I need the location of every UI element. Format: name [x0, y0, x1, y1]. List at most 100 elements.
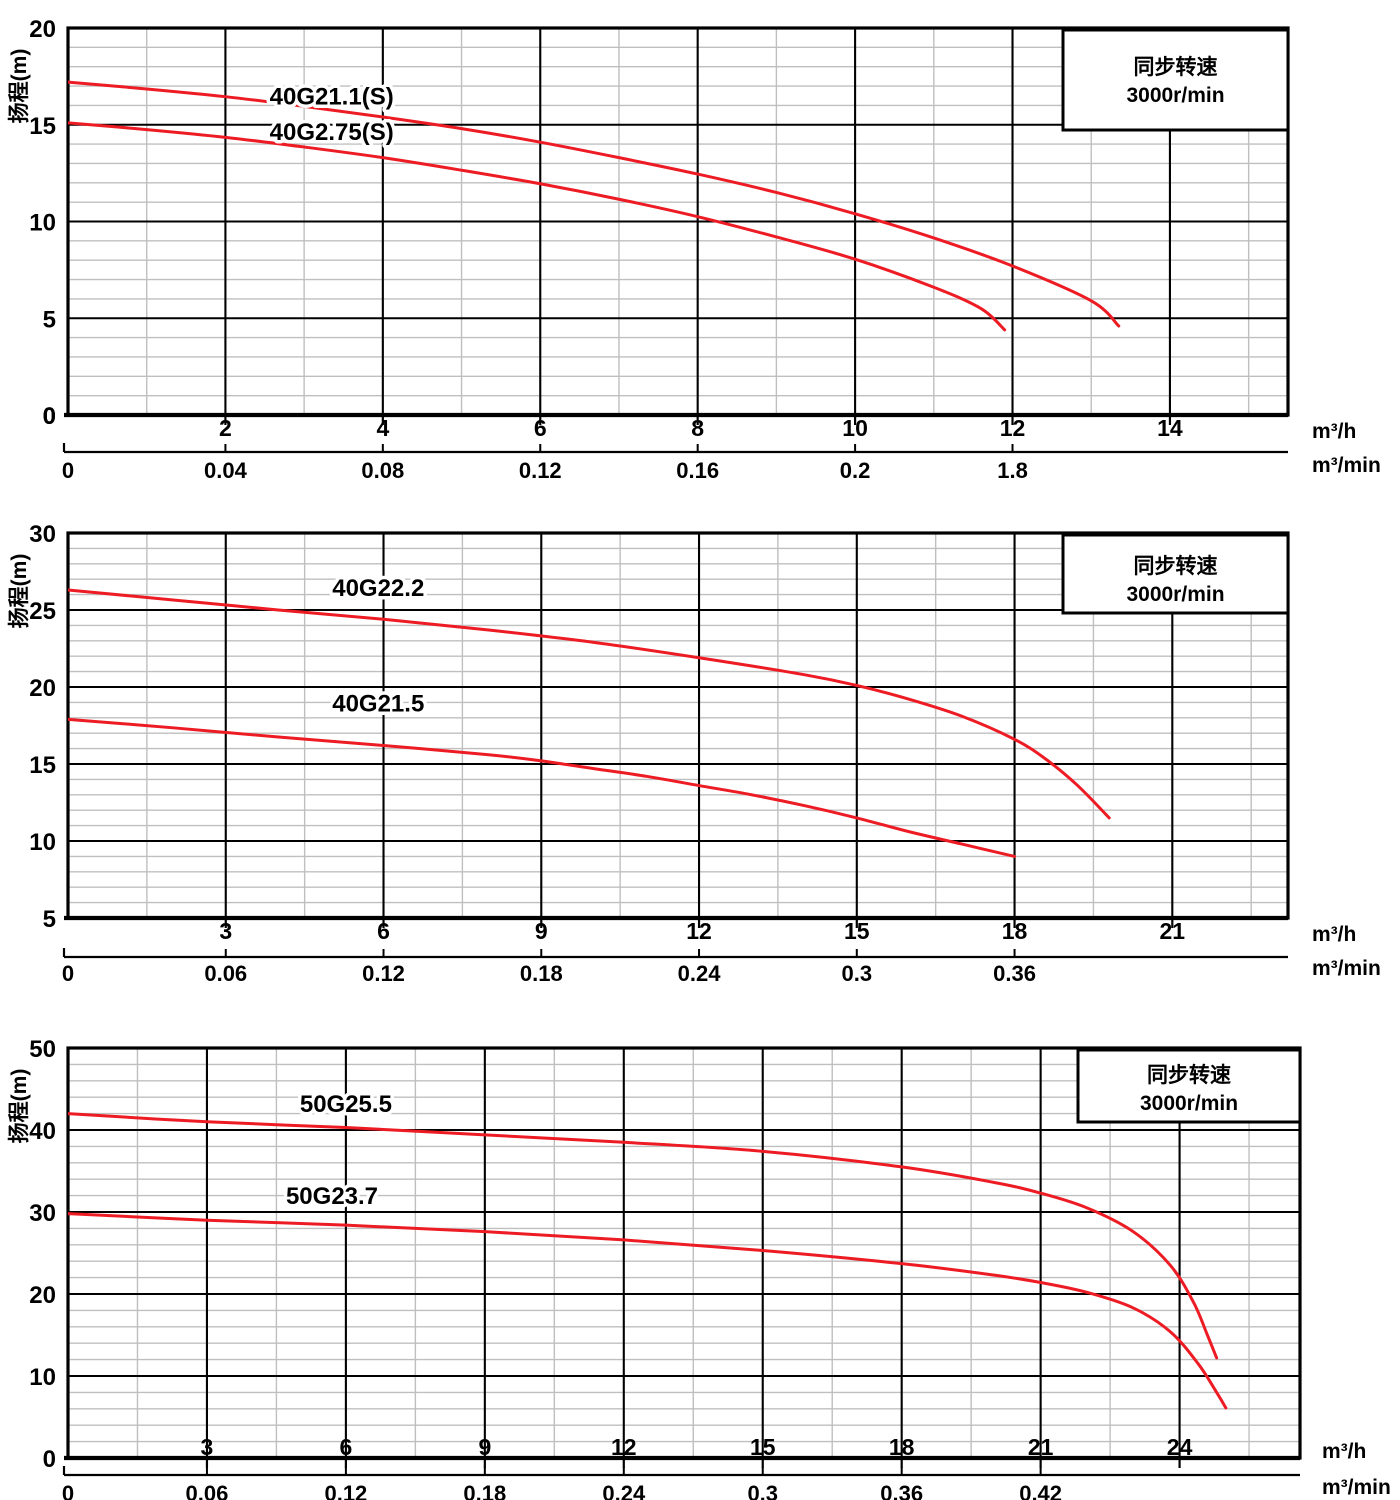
x-secondary-tick-label: 0.12 — [519, 458, 562, 483]
x-secondary-tick-label: 0.06 — [204, 961, 247, 986]
y-tick-label: 0 — [43, 1446, 56, 1473]
sync-speed-note-box — [1061, 28, 1290, 132]
curve-label: 40G22.2 — [332, 575, 424, 602]
x-secondary-tick-label: 0.3 — [747, 1481, 778, 1500]
curve-label-halo: 50G23.7 — [286, 1183, 378, 1210]
y-tick-label: 25 — [29, 598, 56, 625]
x-primary-tick-label: 6 — [377, 918, 390, 944]
performance-curve — [68, 717, 1017, 858]
chart-2-canvas: 同步转速3000r/min40G22.240G22.240G21.540G21.… — [8, 521, 1381, 986]
y-axis-title: 扬程(m) — [8, 1069, 31, 1144]
x-primary-tick-label: 8 — [691, 415, 704, 441]
curves — [68, 80, 1121, 332]
x-secondary-tick-label: 0 — [62, 961, 74, 986]
sync-speed-note-box — [1076, 1048, 1302, 1124]
x-secondary-tick-label: 0.12 — [324, 1481, 367, 1500]
x-primary-tick-label: 15 — [844, 918, 870, 944]
x-secondary-unit-label: m³/min — [1322, 1476, 1391, 1499]
x-primary-tick-label: 21 — [1160, 918, 1186, 944]
x-secondary-tick-label: 0.36 — [993, 961, 1036, 986]
sync-speed-note-box — [1061, 533, 1290, 615]
y-axis-title: 扬程(m) — [8, 49, 31, 124]
y-tick-label: 30 — [29, 1200, 56, 1227]
x-primary-zero-label: 0 — [43, 403, 56, 430]
x-secondary-tick-label: 0.04 — [204, 458, 248, 483]
x-secondary-tick-label: 0.36 — [880, 1481, 923, 1500]
curve-label: 40G2.75(S) — [270, 119, 394, 146]
x-primary-tick-label: 15 — [750, 1434, 776, 1460]
x-primary-tick-label: 2 — [219, 415, 232, 441]
x-primary-tick-label: 18 — [1002, 918, 1028, 944]
curve-label-halo: 40G2.75(S) — [270, 119, 394, 146]
curve-label: 50G23.7 — [286, 1183, 378, 1210]
performance-curve — [68, 80, 1121, 328]
chart-3-canvas: 同步转速3000r/min50G25.550G25.550G23.750G23.… — [8, 1036, 1391, 1500]
curve-label-halo: 50G25.5 — [300, 1091, 392, 1118]
y-tick-label: 5 — [43, 906, 56, 933]
y-tick-label: 50 — [29, 1036, 56, 1063]
x-secondary-tick-label: 0.18 — [463, 1481, 506, 1500]
y-tick-label: 20 — [29, 16, 56, 43]
y-tick-label: 0 — [43, 403, 56, 430]
sync-speed-note-line1: 同步转速 — [1134, 55, 1218, 79]
curve-label-halo: 40G21.5 — [332, 691, 424, 718]
x-primary-tick-label: 12 — [686, 918, 712, 944]
chart-1-canvas: 同步转速3000r/min40G21.1(S)40G21.1(S)40G2.75… — [8, 16, 1381, 483]
curve-label: 50G25.5 — [300, 1091, 392, 1118]
y-tick-label: 30 — [29, 521, 56, 548]
performance-curve — [68, 1212, 1228, 1410]
y-tick-label: 15 — [29, 113, 56, 140]
pump-curve-chart-1: 同步转速 3000r/min 40G21.1(S) 40G21.1(S) 40G2.75… — [0, 0, 1400, 500]
y-tick-label: 5 — [43, 306, 56, 333]
curve-label-halo: 40G22.2 — [332, 575, 424, 602]
curves — [68, 588, 1111, 858]
sync-speed-note-line1: 同步转速 — [1147, 1063, 1231, 1087]
x-secondary-tick-label: 0 — [62, 458, 74, 483]
performance-curve — [68, 1112, 1219, 1360]
x-primary-tick-label: 18 — [889, 1434, 915, 1460]
y-tick-label: 20 — [29, 675, 56, 702]
x-secondary-tick-label: 0.24 — [602, 1481, 646, 1500]
curves — [68, 1112, 1228, 1410]
x-primary-tick-label: 4 — [376, 415, 389, 441]
x-primary-tick-label: 12 — [611, 1434, 637, 1460]
sync-speed-note-line2: 3000r/min — [1140, 1092, 1238, 1115]
curve-label: 40G21.5 — [332, 691, 424, 718]
curve-label: 40G21.1(S) — [270, 83, 394, 110]
x-secondary-tick-label: 1.8 — [997, 458, 1028, 483]
y-tick-label: 15 — [29, 752, 56, 779]
x-secondary-tick-label: 0.3 — [841, 961, 872, 986]
y-tick-label: 10 — [29, 1364, 56, 1391]
x-secondary-unit-label: m³/min — [1312, 454, 1381, 477]
pump-curve-chart-3: 同步转速 3000r/min 50G25.5 50G25.5 50G23.7 50G23.… — [0, 1020, 1400, 1500]
x-secondary-tick-label: 0.16 — [676, 458, 719, 483]
y-tick-label: 40 — [29, 1118, 56, 1145]
x-primary-tick-label: 24 — [1167, 1434, 1193, 1460]
performance-curve — [68, 121, 1007, 332]
x-secondary-tick-label: 0.18 — [520, 961, 563, 986]
y-axis-title: 扬程(m) — [8, 554, 31, 629]
curve-label-halo: 40G21.1(S) — [270, 83, 394, 110]
x-primary-tick-label: 21 — [1028, 1434, 1054, 1460]
x-secondary-tick-label: 0.2 — [840, 458, 871, 483]
pump-curve-chart-2: 同步转速 3000r/min 40G22.2 40G22.2 40G21.5 40G21.… — [0, 505, 1400, 1015]
x-secondary-tick-label: 0.06 — [186, 1481, 229, 1500]
x-primary-tick-label: 6 — [534, 415, 547, 441]
x-primary-unit-label: m³/h — [1312, 420, 1356, 443]
sync-speed-note-line2: 3000r/min — [1126, 583, 1224, 606]
performance-curve — [68, 588, 1111, 820]
y-tick-label: 10 — [29, 829, 56, 856]
x-secondary-unit-label: m³/min — [1312, 957, 1381, 980]
x-primary-unit-label: m³/h — [1322, 1440, 1366, 1463]
x-primary-tick-label: 12 — [1000, 415, 1026, 441]
x-primary-tick-label: 14 — [1157, 415, 1183, 441]
x-primary-tick-label: 10 — [842, 415, 868, 441]
x-primary-tick-label: 9 — [478, 1434, 491, 1460]
x-primary-tick-label: 3 — [219, 918, 232, 944]
y-tick-label: 20 — [29, 1282, 56, 1309]
x-secondary-tick-label: 0.12 — [362, 961, 405, 986]
x-secondary-tick-label: 0.24 — [678, 961, 722, 986]
x-primary-unit-label: m³/h — [1312, 923, 1356, 946]
sync-speed-note-line1: 同步转速 — [1134, 554, 1218, 578]
x-secondary-tick-label: 0.08 — [361, 458, 404, 483]
